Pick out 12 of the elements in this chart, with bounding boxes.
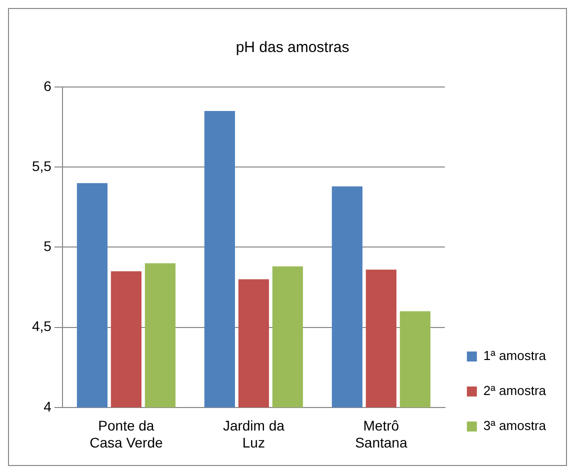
y-tick-label: 4 <box>44 398 52 414</box>
legend-label: 3ª amostra <box>483 418 547 434</box>
x-tick-label: Ponte da Casa Verde <box>90 418 163 450</box>
y-tick-label: 5,5 <box>32 158 52 174</box>
legend-label: 1ª amostra <box>483 348 547 364</box>
y-tick-label: 5 <box>44 238 52 254</box>
y-tick-label: 6 <box>44 78 52 94</box>
x-tick-label: Metrô Santana <box>355 418 408 450</box>
legend-label: 2ª amostra <box>483 383 547 398</box>
chart-title: pH das amostras <box>236 39 350 56</box>
y-tick-label: 4,5 <box>32 318 52 334</box>
x-tick-label: Jardim da Luz <box>222 418 285 450</box>
